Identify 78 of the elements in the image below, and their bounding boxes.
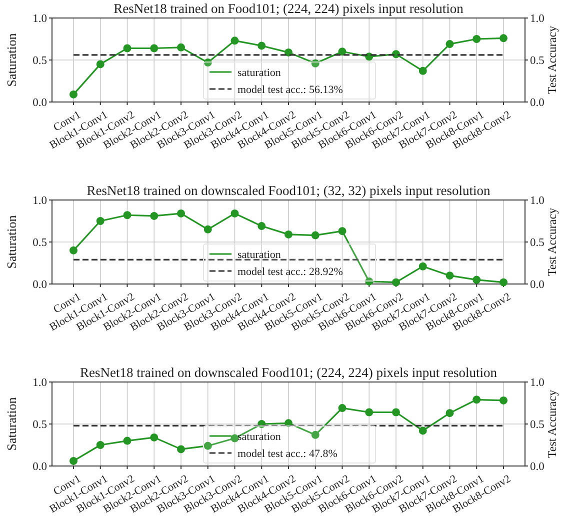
chart-title: ResNet18 trained on downscaled Food101; (32, 32) pixels input resolution xyxy=(86,183,490,198)
point xyxy=(418,66,427,75)
point xyxy=(230,36,239,45)
point xyxy=(70,90,78,98)
y-tick-label: 0.0 xyxy=(32,461,48,474)
point xyxy=(446,409,454,418)
point xyxy=(338,48,346,56)
point xyxy=(392,278,400,286)
y2-tick-label: 1.0 xyxy=(530,13,545,26)
y2-axis-title: Test Accuracy xyxy=(545,208,559,276)
point xyxy=(96,441,104,449)
point xyxy=(177,209,185,218)
y-axis-title: Saturation xyxy=(4,32,19,87)
y-tick-label: 0.0 xyxy=(32,97,48,110)
point xyxy=(500,34,508,42)
y2-tick-label: 0.5 xyxy=(530,55,545,68)
point xyxy=(123,436,132,445)
y2-tick-label: 0.0 xyxy=(530,279,545,292)
legend-label: model test acc.: 56.13% xyxy=(238,84,343,96)
point xyxy=(311,231,320,240)
point xyxy=(70,246,78,254)
point xyxy=(392,408,400,416)
point xyxy=(204,442,212,450)
point xyxy=(258,222,266,230)
y2-tick-label: 1.0 xyxy=(530,195,545,208)
point xyxy=(230,209,239,218)
point xyxy=(311,430,320,439)
point xyxy=(500,278,508,286)
point xyxy=(446,272,454,280)
point xyxy=(284,230,292,238)
point xyxy=(472,396,481,404)
y2-tick-label: 1.0 xyxy=(530,377,545,390)
point xyxy=(177,43,185,52)
point xyxy=(311,59,320,68)
y-tick-label: 1.0 xyxy=(32,13,48,26)
y-tick-label: 1.0 xyxy=(32,195,48,208)
point xyxy=(96,217,104,225)
y2-tick-label: 0.0 xyxy=(530,461,545,474)
point xyxy=(472,276,481,284)
point xyxy=(204,58,212,67)
point xyxy=(472,35,481,43)
y-tick-label: 0.5 xyxy=(32,55,48,68)
y-tick-label: 1.0 xyxy=(32,377,48,390)
point xyxy=(418,262,427,270)
point xyxy=(338,227,346,236)
y2-axis-title: Test Accuracy xyxy=(545,390,559,458)
point xyxy=(258,42,266,50)
y2-tick-label: 0.5 xyxy=(530,419,545,432)
legend-label: model test acc.: 47.8% xyxy=(238,448,338,460)
legend-label: model test acc.: 28.92% xyxy=(238,266,343,278)
point xyxy=(365,408,374,416)
y2-tick-label: 0.0 xyxy=(530,97,545,110)
chart-title: ResNet18 trained on downscaled Food101; (224, 224) pixels input resolution xyxy=(80,365,498,380)
y-axis-title: Saturation xyxy=(4,396,19,451)
y2-axis-title: Test Accuracy xyxy=(545,26,559,94)
y-tick-label: 0.5 xyxy=(32,419,48,432)
point xyxy=(338,404,346,412)
point xyxy=(96,60,104,68)
legend-label: saturation xyxy=(238,66,282,79)
point xyxy=(204,225,212,234)
y-tick-label: 0.0 xyxy=(32,279,48,292)
point xyxy=(177,445,185,454)
y2-tick-label: 0.5 xyxy=(530,237,545,250)
point xyxy=(365,277,374,286)
y-tick-label: 0.5 xyxy=(32,237,48,250)
chart-title: ResNet18 trained on Food101; (224, 224) pixels input resolution xyxy=(114,1,464,16)
y-axis-title: Saturation xyxy=(4,214,19,269)
point xyxy=(70,456,78,465)
point xyxy=(123,44,132,52)
point xyxy=(500,396,508,404)
point xyxy=(150,433,158,442)
point xyxy=(150,44,158,52)
point xyxy=(446,40,454,48)
point xyxy=(418,426,427,435)
point xyxy=(150,212,158,220)
legend-label: saturation xyxy=(238,248,282,261)
point xyxy=(230,434,239,442)
point xyxy=(123,211,132,220)
